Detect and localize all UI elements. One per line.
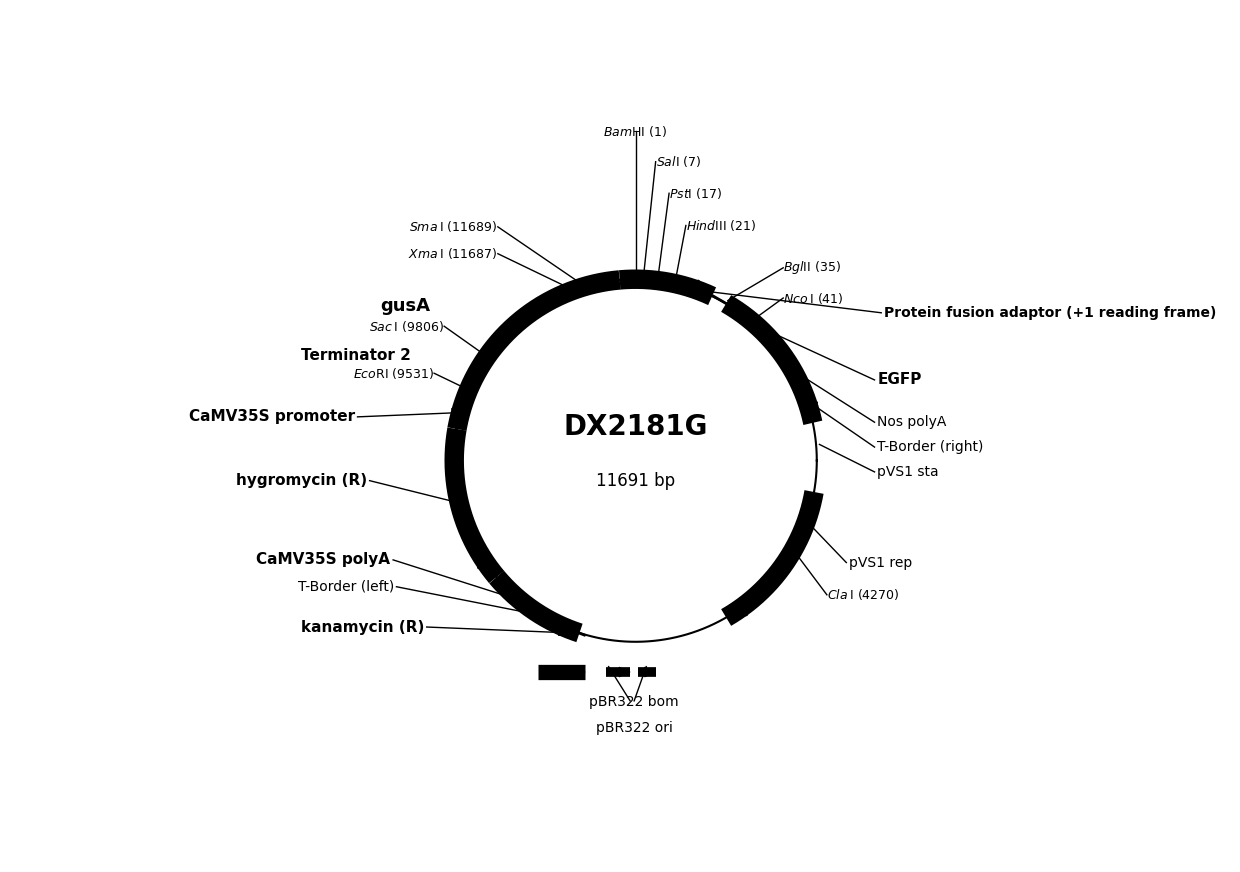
Text: DX2181G: DX2181G xyxy=(563,413,708,441)
Text: kanamycin (R): kanamycin (R) xyxy=(300,619,424,635)
Text: CaMV35S polyA: CaMV35S polyA xyxy=(257,552,391,568)
Text: T-Border (left): T-Border (left) xyxy=(298,580,394,594)
Text: 11691 bp: 11691 bp xyxy=(596,472,675,490)
Text: $\it{Bam}$HI (1): $\it{Bam}$HI (1) xyxy=(604,124,667,139)
Text: hygromycin (R): hygromycin (R) xyxy=(236,473,367,488)
Text: pBR322 ori: pBR322 ori xyxy=(595,721,672,735)
Text: gusA: gusA xyxy=(381,297,430,315)
Text: $\it{Xma}$ I (11687): $\it{Xma}$ I (11687) xyxy=(408,246,497,262)
Text: $\it{Cla}$ I (4270): $\it{Cla}$ I (4270) xyxy=(827,587,899,603)
Text: $\it{Hind}$III (21): $\it{Hind}$III (21) xyxy=(686,218,756,233)
Text: Protein fusion adaptor (+1 reading frame): Protein fusion adaptor (+1 reading frame… xyxy=(884,306,1216,320)
Text: $\it{Eco}$RI (9531): $\it{Eco}$RI (9531) xyxy=(353,365,434,381)
Text: pVS1 rep: pVS1 rep xyxy=(849,555,913,569)
Text: $\it{Sac}$ I (9806): $\it{Sac}$ I (9806) xyxy=(370,318,444,334)
Text: $\it{Pst}$I (17): $\it{Pst}$I (17) xyxy=(670,186,722,201)
Text: T-Border (right): T-Border (right) xyxy=(877,440,983,454)
Text: CaMV35S promoter: CaMV35S promoter xyxy=(188,409,355,425)
Text: $\it{Sal}$I (7): $\it{Sal}$I (7) xyxy=(656,154,701,169)
Text: pVS1 sta: pVS1 sta xyxy=(877,465,939,479)
Text: pBR322 bom: pBR322 bom xyxy=(589,695,680,709)
Text: $\it{Bgl}$II (35): $\it{Bgl}$II (35) xyxy=(784,259,841,276)
Text: Terminator 2: Terminator 2 xyxy=(300,348,410,364)
Text: $\it{Sma}$ I (11689): $\it{Sma}$ I (11689) xyxy=(409,220,497,235)
Text: $\it{Nco}$ I (41): $\it{Nco}$ I (41) xyxy=(784,290,844,305)
Text: EGFP: EGFP xyxy=(877,372,921,387)
Text: Nos polyA: Nos polyA xyxy=(877,415,946,429)
